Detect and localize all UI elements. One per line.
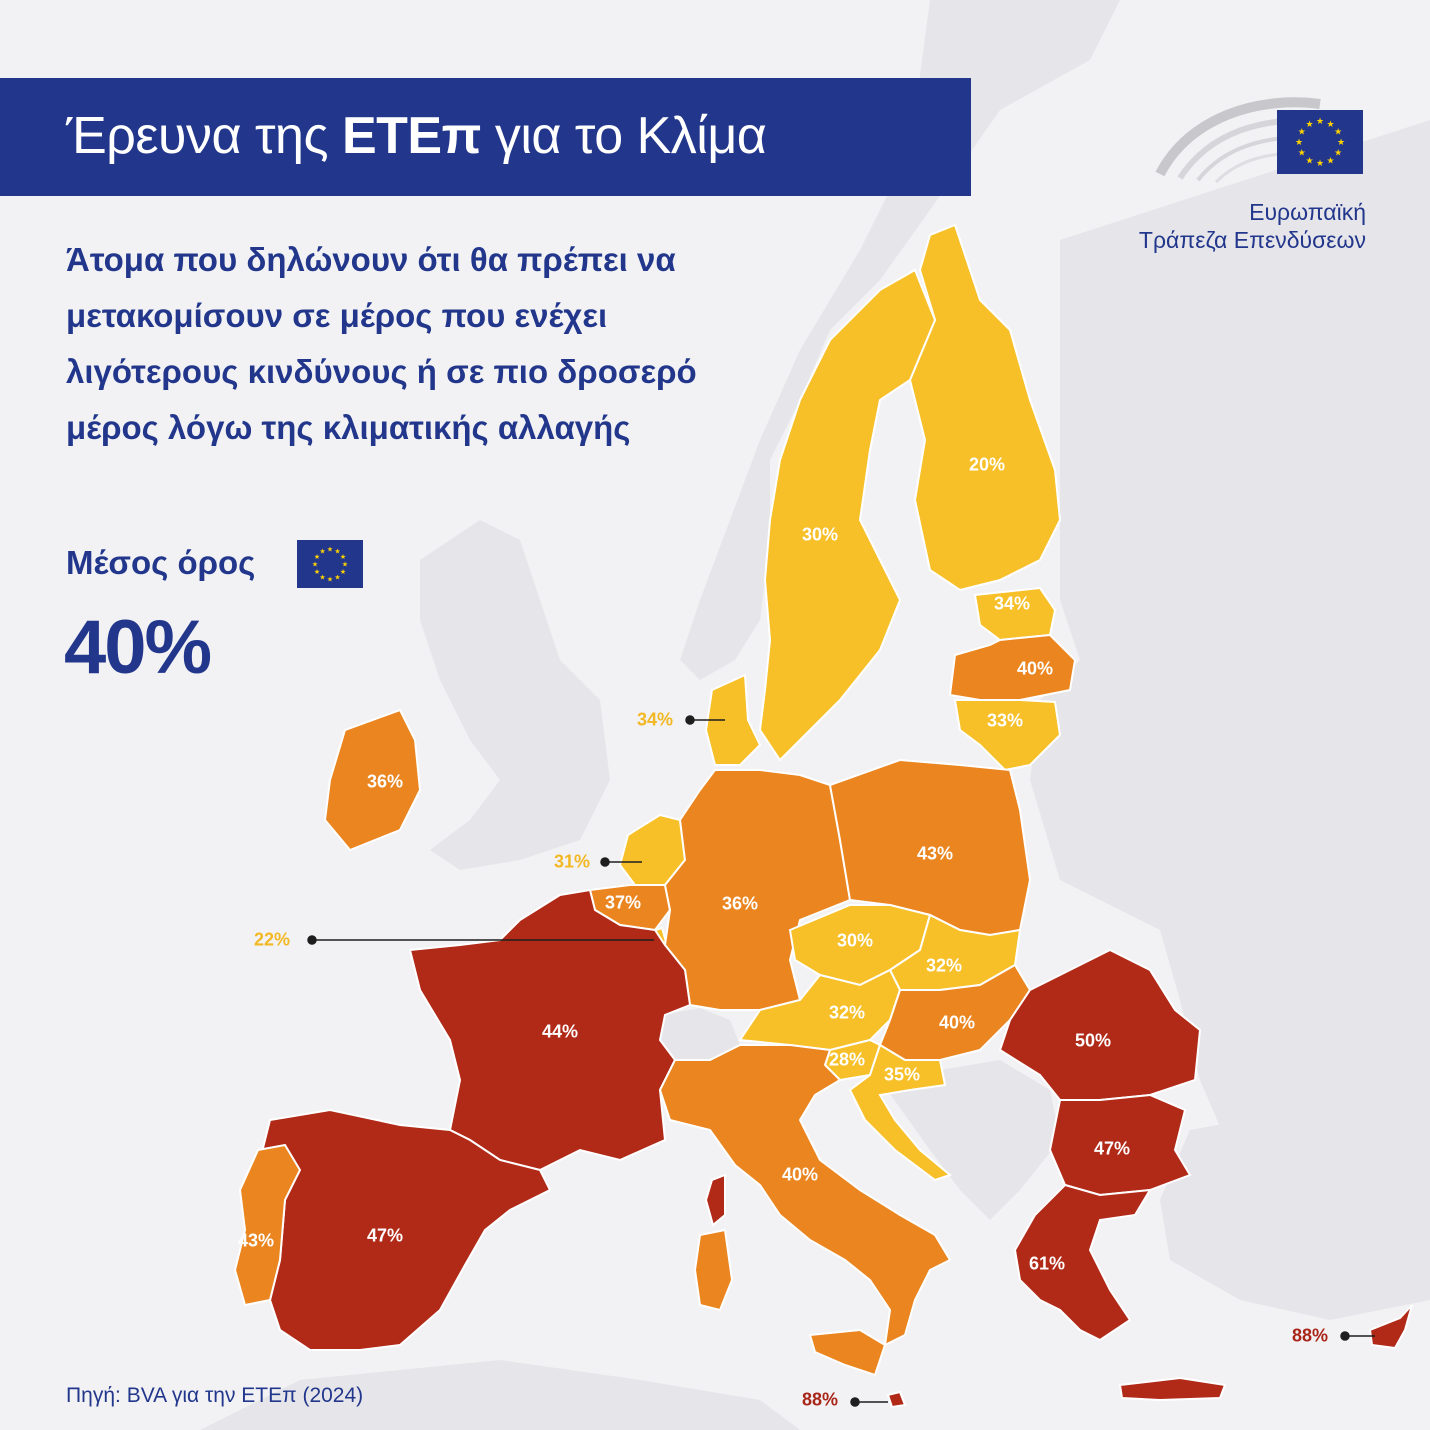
region-bulgaria[interactable]	[1048, 1093, 1192, 1197]
star-icon: ★	[319, 573, 325, 581]
star-icon: ★	[1295, 138, 1303, 148]
eib-name: Ευρωπαϊκή Τράπεζα Επενδύσεων	[1139, 198, 1366, 254]
star-icon: ★	[1298, 128, 1306, 138]
region-denmark[interactable]	[704, 673, 762, 766]
star-icon: ★	[1305, 120, 1313, 130]
label-netherlands: 31%	[553, 851, 591, 872]
region-hungary[interactable]	[878, 963, 1032, 1061]
region-ireland[interactable]	[323, 708, 422, 852]
background-land-norway	[680, 0, 1120, 680]
label-cyprus: 88%	[1291, 1325, 1329, 1346]
label-lithuania: 33%	[986, 710, 1024, 731]
region-lithuania[interactable]	[953, 699, 1062, 772]
label-belgium: 37%	[604, 892, 642, 913]
label-spain: 47%	[366, 1225, 404, 1246]
eib-name-line2: Τράπεζα Επενδύσεων	[1138, 227, 1366, 253]
region-croatia[interactable]	[848, 1043, 953, 1182]
region-greece-crete[interactable]	[1118, 1376, 1227, 1402]
region-sweden[interactable]	[758, 268, 937, 762]
label-greece: 61%	[1028, 1253, 1066, 1274]
average-value: 40%	[64, 605, 212, 690]
region-latvia[interactable]	[948, 633, 1077, 701]
label-austria: 32%	[828, 1002, 866, 1023]
label-croatia: 35%	[883, 1064, 921, 1085]
star-icon: ★	[1298, 149, 1306, 159]
region-finland[interactable]	[908, 223, 1062, 592]
star-icon: ★	[334, 573, 340, 581]
label-sweden: 30%	[801, 524, 839, 545]
label-finland: 20%	[968, 454, 1006, 475]
star-icon: ★	[1316, 117, 1324, 127]
title-prefix: Έρευνα της	[66, 107, 342, 165]
region-portugal[interactable]	[233, 1143, 302, 1307]
title-suffix: για το Κλίμα	[480, 107, 767, 165]
label-slovakia: 32%	[925, 955, 963, 976]
source-note: Πηγή: BVA για την ΕΤΕπ (2024)	[66, 1384, 364, 1407]
star-icon: ★	[1316, 159, 1324, 169]
region-sicily[interactable]	[808, 1328, 887, 1377]
star-icon: ★	[1334, 149, 1342, 159]
label-latvia: 40%	[1016, 658, 1054, 679]
label-malta: 88%	[801, 1389, 839, 1410]
background-land-turkey	[1160, 1110, 1430, 1320]
label-france: 44%	[541, 1021, 579, 1042]
label-hungary: 40%	[938, 1012, 976, 1033]
star-icon: ★	[340, 568, 346, 576]
label-poland: 43%	[916, 843, 954, 864]
label-italy: 40%	[781, 1164, 819, 1185]
page-title: Έρευνα της ΕΤΕπ για το Κλίμα	[66, 106, 767, 166]
label-czechia: 30%	[836, 930, 874, 951]
region-cyprus[interactable]	[1368, 1304, 1413, 1350]
label-ireland: 36%	[366, 771, 404, 792]
star-icon: ★	[327, 545, 333, 553]
label-romania: 50%	[1074, 1030, 1112, 1051]
title-bar	[0, 78, 971, 196]
star-icon: ★	[1326, 120, 1334, 130]
background-land-africa	[200, 1360, 800, 1430]
background-land-uk	[420, 520, 610, 870]
star-icon: ★	[340, 553, 346, 561]
label-bulgaria: 47%	[1093, 1138, 1131, 1159]
eib-logo-icon: ★ ★★★★★★★★★★★	[1155, 97, 1363, 184]
label-denmark: 34%	[636, 709, 674, 730]
subtitle: Άτομα που δηλώνουν ότι θα πρέπει να μετα…	[66, 241, 697, 446]
star-icon: ★	[319, 547, 325, 555]
star-icon: ★	[1337, 138, 1345, 148]
region-france[interactable]	[408, 888, 692, 1172]
star-icon: ★	[1305, 156, 1313, 166]
region-romania[interactable]	[998, 948, 1202, 1101]
star-icon: ★	[314, 568, 320, 576]
star-icon: ★	[334, 547, 340, 555]
region-corsica[interactable]	[704, 1173, 726, 1227]
background-land-balkans	[880, 1060, 1060, 1220]
star-icon: ★	[342, 560, 348, 568]
label-luxembourg: 22%	[253, 929, 291, 950]
region-greece[interactable]	[1013, 1183, 1152, 1342]
label-germany: 36%	[721, 893, 759, 914]
label-portugal: 43%	[237, 1230, 275, 1251]
eib-name-line1: Ευρωπαϊκή	[1249, 199, 1366, 225]
background-land-east	[1030, 120, 1430, 1200]
label-slovenia: 28%	[828, 1049, 866, 1070]
average-label: Μέσος όρος	[66, 544, 256, 581]
star-icon: ★	[312, 560, 318, 568]
region-sardinia[interactable]	[693, 1228, 734, 1312]
region-italy[interactable]	[658, 1044, 952, 1347]
eu-flag-icon: ★ ★★★★★★★★★★★	[297, 540, 363, 588]
star-icon: ★	[1326, 156, 1334, 166]
background-land-switzerland	[660, 1008, 740, 1060]
star-icon: ★	[314, 553, 320, 561]
star-icon: ★	[327, 575, 333, 583]
star-icon: ★	[1334, 128, 1342, 138]
title-emphasis: ΕΤΕπ	[341, 107, 481, 165]
leader-lines	[307, 715, 1375, 1407]
region-malta[interactable]	[886, 1390, 907, 1409]
label-estonia: 34%	[993, 593, 1031, 614]
